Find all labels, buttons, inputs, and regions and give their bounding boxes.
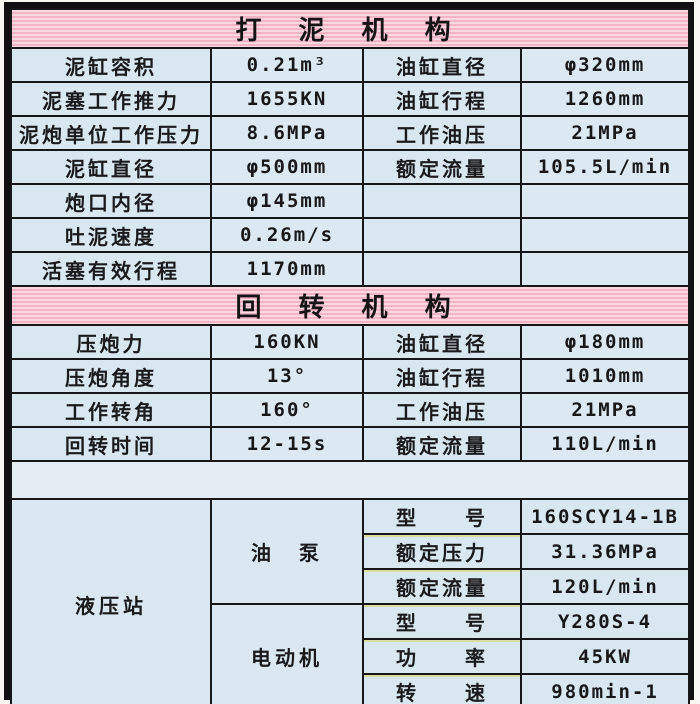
spec-value: 160° bbox=[210, 392, 364, 428]
spec-label-empty bbox=[362, 183, 522, 219]
spec-value: φ500mm bbox=[210, 149, 364, 185]
spec-label: 额定流量 bbox=[362, 568, 522, 605]
table-row: 吐泥速度 0.26m/s bbox=[10, 217, 691, 253]
spec-label: 泥塞工作推力 bbox=[10, 81, 212, 117]
spec-label: 吐泥速度 bbox=[10, 217, 212, 253]
spec-label: 压炮力 bbox=[10, 324, 212, 360]
spec-label: 工作油压 bbox=[362, 115, 522, 151]
spec-value: 120L/min bbox=[519, 568, 691, 605]
spec-value: 980min-1 bbox=[519, 673, 691, 704]
spec-label: 额定压力 bbox=[362, 533, 522, 570]
spec-label: 油缸行程 bbox=[362, 358, 522, 394]
table-row: 额定压力 31.36MPa bbox=[11, 533, 691, 570]
spec-value: 105.5L/min bbox=[519, 149, 691, 185]
spec-value: 160KN bbox=[210, 324, 364, 360]
table-row: 电动机 型 号 Y280S-4 bbox=[11, 603, 691, 704]
table-row: 炮口内径 φ145mm bbox=[10, 183, 691, 219]
table-row: 泥炮单位工作压力 8.6MPa 工作油压 21MPa bbox=[10, 115, 691, 151]
spec-label: 回转时间 bbox=[10, 426, 212, 462]
spec-table: 打 泥 机 构 泥缸容积 0.21m³ 油缸直径 φ320mm 泥塞工作推力 1… bbox=[9, 8, 691, 704]
table-row: 功 率 45KW bbox=[11, 638, 691, 675]
table-row: 回转时间 12-15s 额定流量 110L/min bbox=[10, 426, 691, 462]
table-row: 压炮角度 13° 油缸行程 1010mm bbox=[10, 358, 691, 394]
spec-label: 油缸直径 bbox=[362, 324, 522, 360]
section2-header-row: 回 转 机 构 bbox=[9, 285, 691, 326]
spec-label: 压炮角度 bbox=[10, 358, 212, 394]
group-label-hydraulic-station: 液压站 bbox=[10, 498, 212, 704]
spec-label-empty bbox=[362, 217, 522, 253]
spec-label: 额定流量 bbox=[362, 426, 522, 462]
spacer-row bbox=[9, 460, 691, 500]
table-row: 转 速 980min-1 bbox=[11, 673, 691, 704]
spec-value: 8.6MPa bbox=[210, 115, 364, 151]
table-row: 泥塞工作推力 1655KN 油缸行程 1260mm bbox=[10, 81, 691, 117]
table-row: 泥缸直径 φ500mm 额定流量 105.5L/min bbox=[10, 149, 691, 185]
spec-label: 工作转角 bbox=[10, 392, 212, 428]
table-frame: 打 泥 机 构 泥缸容积 0.21m³ 油缸直径 φ320mm 泥塞工作推力 1… bbox=[4, 2, 694, 704]
spec-value: 1655KN bbox=[210, 81, 364, 117]
spec-label: 功 率 bbox=[362, 638, 522, 675]
table-row: 液压站 油 泵 型 号 160SCY14-1B bbox=[10, 498, 691, 704]
spec-label: 炮口内径 bbox=[10, 183, 212, 219]
subgroup-label-electric-motor: 电动机 bbox=[210, 603, 364, 704]
spec-value: 21MPa bbox=[519, 392, 691, 428]
spec-value: φ320mm bbox=[519, 47, 691, 83]
spec-label: 油缸直径 bbox=[362, 47, 522, 83]
spec-label: 活塞有效行程 bbox=[10, 251, 212, 287]
spec-value: Y280S-4 bbox=[519, 603, 691, 640]
spec-value: 1170mm bbox=[210, 251, 364, 287]
spec-value-empty bbox=[519, 251, 691, 287]
spec-value: 0.26m/s bbox=[210, 217, 364, 253]
section2-title: 回 转 机 构 bbox=[9, 285, 691, 326]
spec-label: 泥缸容积 bbox=[10, 47, 212, 83]
table-row: 工作转角 160° 工作油压 21MPa bbox=[10, 392, 691, 428]
spec-value: 0.21m³ bbox=[210, 47, 364, 83]
spec-label: 工作油压 bbox=[362, 392, 522, 428]
spec-value: 13° bbox=[210, 358, 364, 394]
section1-title: 打 泥 机 构 bbox=[9, 8, 691, 49]
subgroup-label-oil-pump: 油 泵 bbox=[210, 498, 364, 605]
spec-value: 160SCY14-1B bbox=[519, 498, 691, 535]
spec-label: 泥缸直径 bbox=[10, 149, 212, 185]
spec-value: 110L/min bbox=[519, 426, 691, 462]
spec-value: 21MPa bbox=[519, 115, 691, 151]
table-row: 额定流量 120L/min bbox=[11, 568, 691, 605]
spec-value: φ180mm bbox=[519, 324, 691, 360]
spec-value: 45KW bbox=[519, 638, 691, 675]
spacer-cell bbox=[9, 460, 691, 500]
spec-value: φ145mm bbox=[210, 183, 364, 219]
spec-label: 油缸行程 bbox=[362, 81, 522, 117]
spec-value-empty bbox=[519, 217, 691, 253]
spec-value: 12-15s bbox=[210, 426, 364, 462]
spec-label: 型 号 bbox=[362, 603, 522, 640]
spec-label: 泥炮单位工作压力 bbox=[10, 115, 212, 151]
spec-label-empty bbox=[362, 251, 522, 287]
spec-label: 额定流量 bbox=[362, 149, 522, 185]
table-row: 活塞有效行程 1170mm bbox=[10, 251, 691, 287]
spec-label: 转 速 bbox=[362, 673, 522, 704]
spec-value: 31.36MPa bbox=[519, 533, 691, 570]
table-row: 泥缸容积 0.21m³ 油缸直径 φ320mm bbox=[10, 47, 691, 83]
spec-value: 1260mm bbox=[519, 81, 691, 117]
spec-label: 型 号 bbox=[362, 498, 522, 535]
spec-value: 1010mm bbox=[519, 358, 691, 394]
table-row: 压炮力 160KN 油缸直径 φ180mm bbox=[10, 324, 691, 360]
section1-header-row: 打 泥 机 构 bbox=[9, 8, 691, 49]
spec-value-empty bbox=[519, 183, 691, 219]
